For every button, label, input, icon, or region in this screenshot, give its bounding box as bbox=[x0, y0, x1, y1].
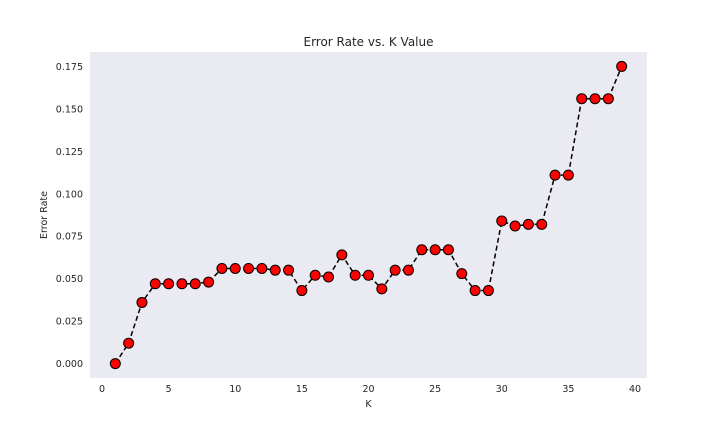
x-axis-label: K bbox=[365, 399, 372, 410]
data-point bbox=[363, 269, 374, 281]
x-tick-label: 40 bbox=[629, 384, 641, 395]
data-point bbox=[283, 264, 295, 276]
y-tick-label: 0.150 bbox=[56, 104, 83, 115]
data-point bbox=[442, 244, 454, 256]
data-point bbox=[229, 262, 241, 274]
data-point bbox=[402, 264, 414, 276]
y-tick-label: 0.000 bbox=[56, 359, 83, 370]
data-point bbox=[509, 220, 521, 232]
data-point bbox=[482, 285, 494, 297]
x-tick-label: 0 bbox=[99, 384, 105, 395]
data-point bbox=[469, 285, 481, 297]
y-tick-label: 0.075 bbox=[56, 232, 83, 243]
x-tick-label: 25 bbox=[429, 384, 441, 395]
x-tick-label: 5 bbox=[166, 384, 172, 395]
data-point bbox=[109, 358, 121, 370]
data-point bbox=[602, 93, 614, 105]
data-point bbox=[269, 264, 281, 276]
data-point bbox=[176, 278, 188, 290]
data-point bbox=[336, 249, 348, 261]
data-point bbox=[616, 60, 628, 72]
data-point bbox=[429, 244, 441, 256]
data-point bbox=[149, 278, 161, 290]
plot-background bbox=[90, 52, 647, 378]
y-axis-ticks: 0.000 0.025 0.050 0.075 0.100 0.125 0.150 0.175 bbox=[56, 62, 83, 370]
y-tick-label: 0.125 bbox=[56, 147, 83, 158]
y-tick-label: 0.175 bbox=[56, 62, 83, 73]
data-point bbox=[562, 169, 574, 181]
data-point bbox=[522, 218, 534, 230]
series-markers bbox=[109, 60, 628, 370]
x-tick-label: 10 bbox=[229, 384, 241, 395]
data-point bbox=[576, 93, 588, 105]
y-axis-label: Error Rate bbox=[39, 191, 50, 239]
data-point bbox=[349, 269, 361, 281]
data-point bbox=[309, 269, 321, 281]
data-point bbox=[216, 262, 228, 274]
data-point bbox=[496, 215, 508, 227]
data-point bbox=[389, 264, 401, 276]
data-point bbox=[163, 278, 175, 290]
data-point bbox=[589, 93, 601, 105]
data-point bbox=[136, 296, 148, 308]
data-point bbox=[243, 262, 255, 274]
data-point bbox=[536, 218, 548, 230]
y-tick-label: 0.100 bbox=[56, 189, 83, 200]
chart-title: Error Rate vs. K Value bbox=[303, 35, 433, 49]
data-point bbox=[376, 283, 388, 295]
data-point bbox=[416, 244, 428, 256]
x-tick-label: 20 bbox=[362, 384, 374, 395]
x-axis-ticks: 0 5 10 15 20 25 30 35 40 bbox=[99, 384, 641, 395]
data-point bbox=[256, 262, 268, 274]
data-point bbox=[203, 276, 215, 288]
y-tick-label: 0.050 bbox=[56, 274, 83, 285]
data-point bbox=[189, 278, 201, 290]
x-tick-label: 15 bbox=[296, 384, 308, 395]
x-tick-label: 35 bbox=[562, 384, 574, 395]
data-point bbox=[323, 271, 335, 283]
data-point bbox=[123, 337, 135, 349]
data-point bbox=[296, 285, 308, 297]
x-tick-label: 30 bbox=[496, 384, 508, 395]
data-point bbox=[456, 268, 468, 280]
data-point bbox=[549, 169, 561, 181]
y-tick-label: 0.025 bbox=[56, 317, 83, 328]
